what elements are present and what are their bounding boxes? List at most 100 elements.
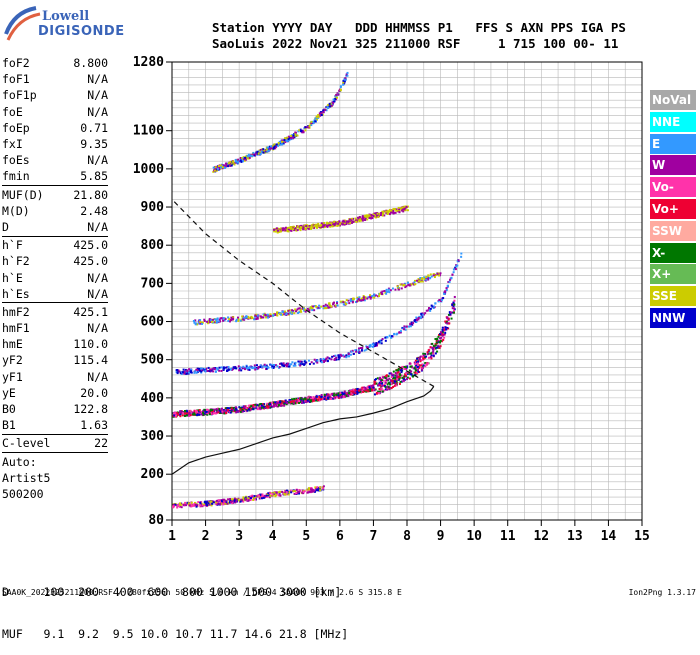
- echo-point: [351, 349, 354, 352]
- echo-point: [369, 294, 372, 297]
- echo-point: [342, 219, 345, 222]
- param-label: Artist5: [2, 470, 51, 485]
- echo-point: [299, 364, 302, 367]
- echo-point: [434, 302, 437, 305]
- echo-point: [371, 385, 374, 388]
- echo-point: [304, 126, 307, 129]
- x-tick-label: 10: [466, 529, 482, 544]
- echo-point: [367, 390, 370, 393]
- echo-point: [259, 151, 262, 154]
- echo-point: [281, 403, 284, 406]
- y-tick-label: 900: [141, 200, 165, 215]
- echo-point: [302, 490, 305, 493]
- echo-point: [254, 368, 257, 371]
- echo-point: [374, 388, 377, 391]
- echo-point: [227, 498, 230, 501]
- echo-point: [260, 150, 263, 153]
- y-tick-label: 1000: [133, 162, 164, 177]
- density-profile-line: [171, 386, 435, 475]
- echo-point: [439, 345, 442, 348]
- echo-point: [404, 374, 407, 377]
- legend-item-noval: NoVal: [650, 90, 696, 110]
- echo-point: [184, 370, 187, 373]
- echo-point: [214, 318, 217, 321]
- echo-point: [439, 339, 442, 342]
- echo-point: [210, 412, 213, 415]
- echo-point: [238, 499, 241, 502]
- echo-point: [188, 504, 191, 507]
- echo-point: [381, 214, 384, 217]
- echo-point: [253, 366, 256, 369]
- echo-point: [259, 404, 262, 407]
- echo-point: [223, 409, 226, 412]
- echo-point: [366, 387, 369, 390]
- echo-point: [269, 494, 272, 497]
- echo-point: [401, 365, 404, 368]
- echo-point: [454, 266, 457, 269]
- echo-point: [198, 369, 201, 372]
- echo-point: [206, 322, 209, 325]
- echo-point: [243, 409, 246, 412]
- echo-point: [454, 268, 457, 271]
- echo-point: [334, 396, 337, 399]
- echo-point: [294, 227, 297, 230]
- echo-point: [382, 384, 385, 387]
- echo-point: [295, 400, 298, 403]
- echo-point: [339, 353, 342, 356]
- echo-point: [210, 368, 213, 371]
- echo-point: [378, 295, 381, 298]
- echo-point: [329, 105, 332, 108]
- echo-point: [275, 145, 278, 148]
- echo-point: [387, 210, 390, 213]
- echo-point: [438, 333, 441, 336]
- echo-point: [300, 399, 303, 402]
- echo-point: [266, 403, 269, 406]
- echo-point: [308, 307, 311, 310]
- echo-point: [315, 360, 318, 363]
- echo-point: [319, 489, 322, 492]
- echo-point: [311, 309, 314, 312]
- echo-point: [253, 364, 256, 367]
- echo-point: [450, 277, 453, 280]
- echo-point: [172, 505, 175, 508]
- echo-point: [185, 410, 188, 413]
- echo-point: [200, 368, 203, 371]
- echo-point: [269, 492, 272, 495]
- echo-point: [335, 95, 338, 98]
- echo-point: [291, 361, 294, 364]
- echo-point: [305, 226, 308, 229]
- echo-point: [371, 217, 374, 220]
- echo-point: [380, 388, 383, 391]
- echo-point: [365, 389, 368, 392]
- echo-point: [323, 358, 326, 361]
- echo-point: [379, 378, 382, 381]
- echo-point: [254, 153, 257, 156]
- echo-point: [189, 409, 192, 412]
- echo-point: [383, 383, 386, 386]
- echo-point: [252, 408, 255, 411]
- echo-point: [306, 491, 309, 494]
- echo-point: [308, 487, 311, 490]
- echo-point: [284, 489, 287, 492]
- echo-point: [229, 410, 232, 413]
- param-row: foEs N/A: [2, 152, 108, 168]
- echo-point: [314, 120, 317, 123]
- echo-point: [350, 390, 353, 393]
- echo-point: [347, 221, 350, 224]
- echo-point: [351, 301, 354, 304]
- echo-trace-1: [175, 252, 463, 375]
- echo-point: [223, 164, 226, 167]
- echo-point: [189, 371, 192, 374]
- echo-point: [339, 89, 342, 92]
- echo-point: [354, 217, 357, 220]
- echo-point: [448, 280, 451, 283]
- echo-point: [374, 294, 377, 297]
- echo-point: [281, 141, 284, 144]
- legend-item-sse: SSE: [650, 286, 696, 307]
- echo-point: [298, 492, 301, 495]
- echo-point: [282, 313, 285, 316]
- echo-point: [280, 229, 283, 232]
- echo-trace-3: [273, 205, 409, 234]
- echo-point: [291, 398, 294, 401]
- echo-point: [410, 370, 413, 373]
